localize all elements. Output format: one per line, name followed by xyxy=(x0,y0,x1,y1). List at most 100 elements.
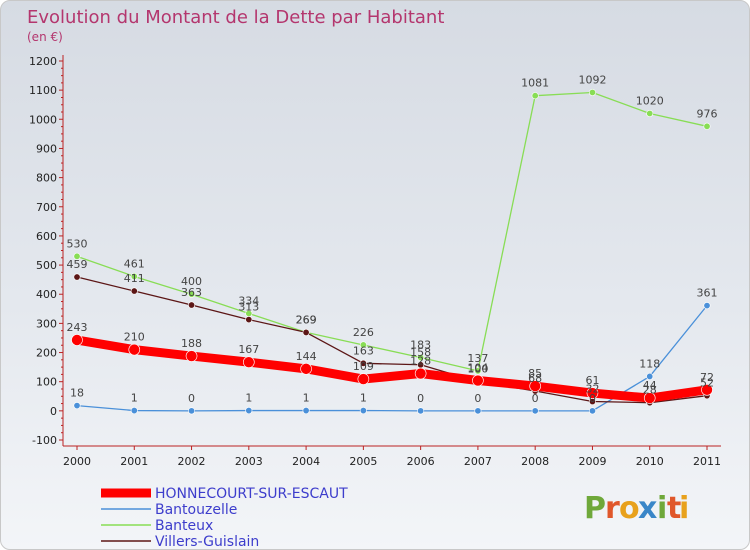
data-label: 269 xyxy=(296,313,317,326)
data-label: 61 xyxy=(585,374,599,387)
legend-label: Banteux xyxy=(155,518,213,534)
data-label: 52 xyxy=(700,377,714,390)
data-label: 1081 xyxy=(521,77,549,90)
data-label: 1 xyxy=(303,392,310,405)
data-label: 459 xyxy=(67,258,88,271)
y-tick-label: 1200 xyxy=(29,55,57,68)
data-label: 118 xyxy=(639,357,660,370)
data-point xyxy=(414,367,427,380)
y-tick-label: 900 xyxy=(36,142,57,155)
data-label: 128 xyxy=(410,355,431,368)
data-label: 100 xyxy=(467,363,488,376)
y-tick-label: 200 xyxy=(36,347,57,360)
y-tick-label: 1000 xyxy=(29,113,57,126)
data-point xyxy=(359,359,367,367)
x-tick-label: 2006 xyxy=(407,455,435,468)
logo-letter: i xyxy=(679,491,689,526)
y-tick-label: 700 xyxy=(36,201,57,214)
data-point xyxy=(302,407,310,415)
data-label: 188 xyxy=(181,337,202,350)
x-tick-label: 2011 xyxy=(693,455,721,468)
data-label: 18 xyxy=(70,387,84,400)
data-point xyxy=(701,384,713,396)
series-bantouzelle xyxy=(73,302,711,415)
data-label: 1092 xyxy=(578,73,606,86)
data-point xyxy=(300,363,312,375)
x-tick-label: 2005 xyxy=(349,455,377,468)
data-point xyxy=(646,109,654,117)
data-point xyxy=(73,273,81,281)
data-label: 28 xyxy=(643,384,657,397)
data-point xyxy=(417,353,425,361)
logo-letter: r xyxy=(605,491,620,526)
data-point xyxy=(302,328,310,336)
chart-title: Evolution du Montant de la Dette par Hab… xyxy=(27,7,444,28)
data-point xyxy=(646,372,654,380)
data-point xyxy=(529,380,541,392)
y-tick-label: -100 xyxy=(32,434,57,447)
series-villers-guislain xyxy=(73,273,711,407)
data-label: 411 xyxy=(124,272,145,285)
y-tick-label: 1100 xyxy=(29,84,57,97)
data-point xyxy=(531,92,539,100)
x-tick-label: 2004 xyxy=(292,455,320,468)
data-label: 137 xyxy=(467,352,488,365)
data-label: 530 xyxy=(67,237,88,250)
logo-letter: P xyxy=(584,491,606,526)
x-tick-label: 2010 xyxy=(636,455,664,468)
data-label: 1 xyxy=(131,392,138,405)
data-labels: 243 210 188 167 144 109 128 104 85 61 44 72 xyxy=(67,321,715,392)
x-tick-label: 2000 xyxy=(63,455,91,468)
data-point xyxy=(359,407,367,415)
data-point xyxy=(188,301,196,309)
data-point xyxy=(188,407,196,415)
data-point xyxy=(245,407,253,415)
legend-label: HONNECOURT-SUR-ESCAUT xyxy=(155,486,348,502)
data-label: 0 xyxy=(188,392,195,405)
data-label: 0 xyxy=(474,392,481,405)
data-point xyxy=(243,356,255,368)
data-label: 243 xyxy=(67,321,88,334)
x-tick-label: 2008 xyxy=(521,455,549,468)
data-point xyxy=(703,122,711,130)
y-tick-label: 600 xyxy=(36,230,57,243)
series-line xyxy=(76,91,708,372)
data-label: 0 xyxy=(532,392,539,405)
data-label: 269 xyxy=(296,313,317,326)
data-label: 44 xyxy=(643,379,657,392)
data-point xyxy=(474,367,482,375)
data-point xyxy=(357,373,370,385)
data-point xyxy=(245,316,253,324)
legend-label: Villers-Guislain xyxy=(155,534,259,550)
data-label: 226 xyxy=(353,326,374,339)
data-label: 144 xyxy=(296,350,317,363)
data-point xyxy=(73,402,81,410)
data-point xyxy=(130,272,138,280)
logo-letter: t xyxy=(667,491,681,526)
data-label: 32 xyxy=(585,383,599,396)
data-label: 210 xyxy=(124,331,145,344)
data-label: 85 xyxy=(528,367,542,380)
data-point xyxy=(130,287,138,295)
y-tick-label: 800 xyxy=(36,172,57,185)
y-tick-label: 500 xyxy=(36,259,57,272)
data-point xyxy=(417,407,425,415)
series-banteux xyxy=(73,88,711,375)
data-labels: 530 461 400 334 269 226 183 137 1081 1092 1020 976 xyxy=(67,73,718,364)
series-line xyxy=(76,304,708,412)
data-point xyxy=(586,387,599,399)
legend-label: Bantouzelle xyxy=(155,502,237,518)
y-tick-label: 400 xyxy=(36,288,57,301)
data-label: 104 xyxy=(467,362,488,375)
logo-letter: o xyxy=(619,491,640,526)
data-point xyxy=(474,407,482,415)
data-point xyxy=(71,334,83,346)
data-label: 1020 xyxy=(636,94,664,107)
x-tick-label: 2002 xyxy=(178,455,206,468)
data-point xyxy=(588,88,596,96)
